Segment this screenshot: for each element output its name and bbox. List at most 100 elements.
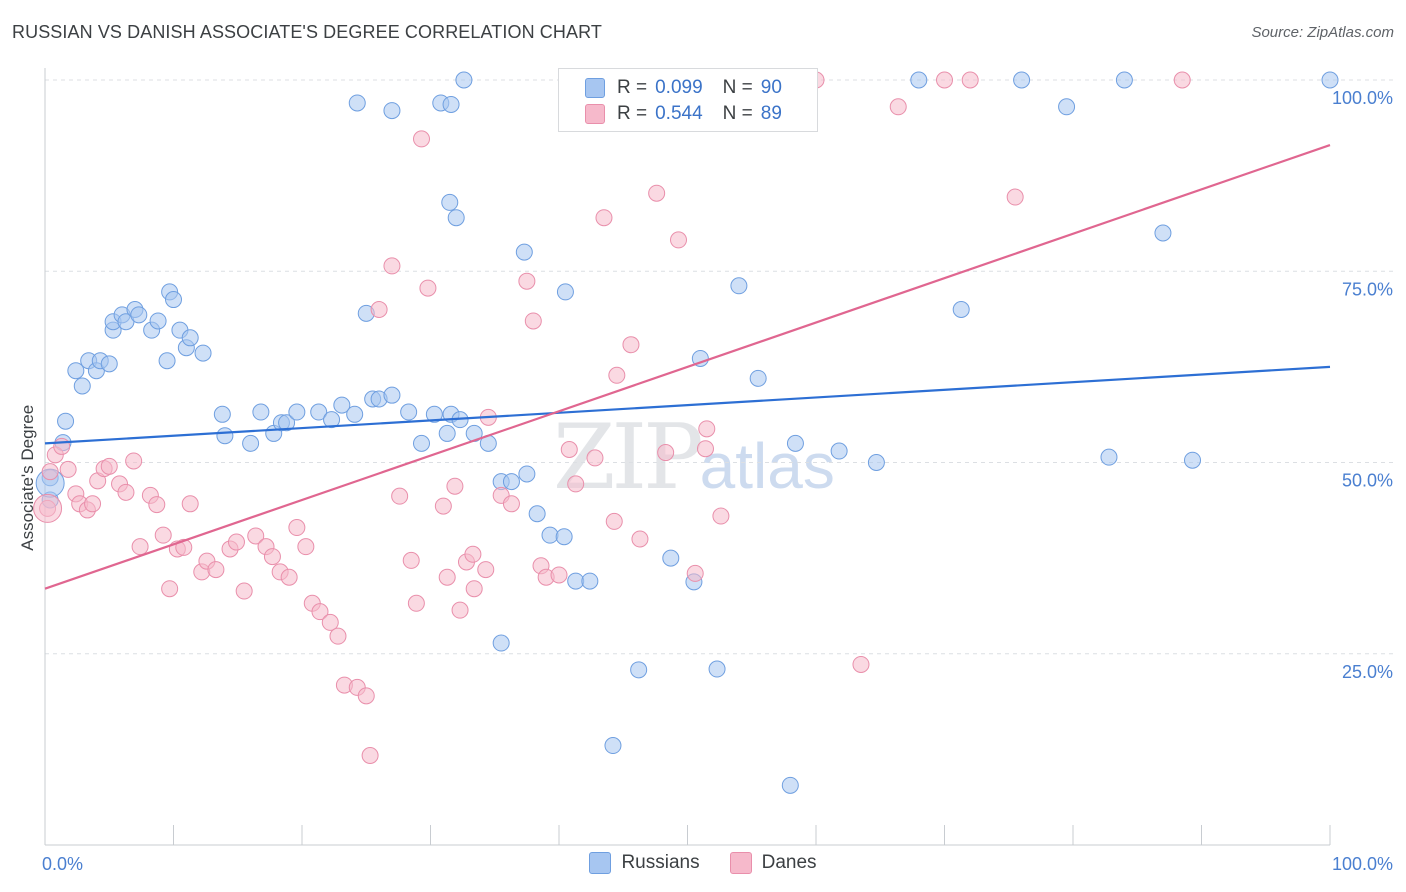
point-danes xyxy=(329,627,347,645)
point-russians xyxy=(630,661,648,679)
point-russians xyxy=(528,505,546,523)
point-danes xyxy=(560,440,578,458)
point-danes xyxy=(280,568,298,586)
point-russians xyxy=(708,660,726,678)
point-russians xyxy=(910,71,928,89)
point-danes xyxy=(53,437,71,455)
point-danes xyxy=(446,477,464,495)
legend-row-russians: R = 0.099 N = 90 xyxy=(585,75,782,101)
point-danes xyxy=(321,613,339,631)
point-danes xyxy=(247,527,265,545)
y-tick-label: 50.0% xyxy=(1342,471,1393,491)
point-russians xyxy=(73,377,91,395)
point-danes xyxy=(100,457,118,475)
watermark: ZIPatlas xyxy=(553,405,835,510)
point-danes xyxy=(263,548,281,566)
point-russians xyxy=(288,403,306,421)
point-danes xyxy=(148,496,166,514)
point-russians xyxy=(323,411,341,429)
point-danes xyxy=(936,71,953,89)
point-danes xyxy=(154,526,172,544)
legend-item-danes[interactable]: Danes xyxy=(729,852,817,874)
point-russians xyxy=(1100,448,1118,466)
chart-title: RUSSIAN VS DANISH ASSOCIATE'S DEGREE COR… xyxy=(12,22,602,42)
point-russians xyxy=(57,412,75,430)
watermark-atlas: atlas xyxy=(699,430,835,502)
point-russians xyxy=(441,193,459,211)
legend-n-label: N = xyxy=(722,77,753,98)
legend-item-russians[interactable]: Russians xyxy=(589,852,700,874)
legend-label-russians: Russians xyxy=(621,852,700,873)
point-danes xyxy=(712,507,730,525)
point-danes xyxy=(696,440,714,458)
legend-r-value: 0.544 xyxy=(655,103,703,124)
point-danes xyxy=(477,561,495,579)
point-danes xyxy=(698,420,716,438)
point-danes xyxy=(41,463,59,481)
y-axis-title: Associate's Degree xyxy=(18,405,37,551)
point-russians xyxy=(581,572,599,590)
point-danes xyxy=(235,582,253,600)
point-danes xyxy=(227,533,245,551)
point-danes xyxy=(465,580,483,598)
point-danes xyxy=(605,512,623,530)
point-russians xyxy=(158,352,176,370)
point-danes xyxy=(1173,71,1191,89)
point-russians xyxy=(515,243,533,261)
point-russians xyxy=(952,301,970,318)
point-danes xyxy=(125,452,143,470)
legend-r-value: 0.099 xyxy=(655,77,703,98)
watermark-zip: ZIP xyxy=(553,405,704,510)
point-russians xyxy=(425,405,443,423)
point-russians xyxy=(567,572,585,590)
y-tick-label: 75.0% xyxy=(1342,279,1393,299)
point-russians xyxy=(730,277,748,295)
point-danes xyxy=(288,519,306,537)
point-russians xyxy=(455,71,473,89)
point-danes xyxy=(131,538,149,556)
point-russians xyxy=(252,403,270,421)
point-russians xyxy=(447,209,465,227)
point-russians xyxy=(400,403,418,421)
point-russians xyxy=(346,405,364,423)
point-danes xyxy=(434,497,452,515)
point-danes xyxy=(59,460,77,478)
point-danes xyxy=(438,568,456,586)
point-russians xyxy=(278,414,296,432)
point-danes xyxy=(413,130,431,148)
point-russians xyxy=(442,95,460,113)
point-russians xyxy=(1184,451,1202,469)
point-danes xyxy=(524,312,542,330)
point-danes xyxy=(631,530,649,548)
legend-label-danes: Danes xyxy=(761,852,817,873)
legend-n-value: 90 xyxy=(760,77,782,98)
point-danes xyxy=(657,444,675,462)
point-russians xyxy=(604,737,622,755)
point-danes xyxy=(311,603,329,621)
trendline-russians xyxy=(44,365,1331,445)
point-russians xyxy=(1058,98,1076,116)
point-danes xyxy=(207,561,225,579)
point-danes xyxy=(357,687,375,705)
y-tick-label: 25.0% xyxy=(1342,662,1393,682)
legend-row-danes: R = 0.544 N = 89 xyxy=(585,101,782,127)
point-russians xyxy=(149,312,167,330)
point-russians xyxy=(213,405,231,423)
point-russians xyxy=(216,427,234,445)
point-danes xyxy=(181,495,199,513)
legend-swatch-danes xyxy=(585,104,605,124)
point-russians xyxy=(492,634,510,652)
point-russians xyxy=(333,396,351,414)
chart-source: Source: ZipAtlas.com xyxy=(1251,24,1394,41)
point-russians xyxy=(830,442,848,460)
point-russians xyxy=(662,549,680,567)
point-russians xyxy=(502,473,520,491)
point-russians xyxy=(100,355,118,373)
point-danes xyxy=(567,475,585,493)
point-danes xyxy=(1006,188,1024,206)
point-danes-large xyxy=(33,493,63,523)
point-danes xyxy=(402,551,420,569)
point-russians xyxy=(749,369,767,387)
point-russians xyxy=(438,424,456,442)
